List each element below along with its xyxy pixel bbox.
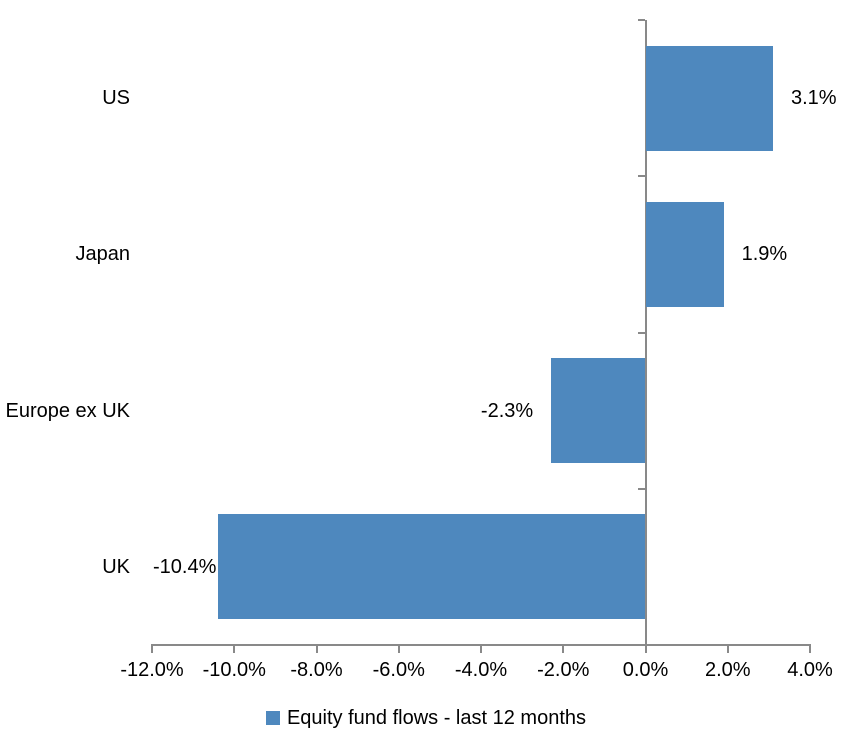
legend: Equity fund flows - last 12 months [0,704,852,732]
legend-swatch [265,711,280,725]
x-tick-label: 4.0% [787,659,833,681]
x-tick-label: -8.0% [290,659,343,681]
x-tick [562,646,565,653]
y-tick [637,175,645,178]
category-label: US [102,87,130,110]
x-tick [397,646,400,653]
category-label: Japan [75,243,131,266]
bar [645,45,773,151]
legend-label: Equity fund flows - last 12 months [286,707,587,729]
bar-value-label: -2.3% [480,399,534,422]
bar [217,514,646,620]
category-label: UK [102,555,130,578]
y-tick [637,331,645,334]
x-tick [315,646,318,653]
x-tick-label: -4.0% [454,659,508,681]
y-axis-line [644,20,647,645]
x-tick [809,646,811,653]
x-tick [151,646,153,653]
bar-value-label: 1.9% [741,243,788,266]
x-tick-label: -6.0% [372,659,425,681]
y-tick [637,487,645,490]
bar-value-label: 3.1% [790,87,837,110]
x-tick-label: 2.0% [704,659,751,681]
x-tick-label: -12.0% [120,659,184,681]
x-tick-label: 0.0% [622,659,669,681]
bar [645,201,724,307]
bar [550,358,646,464]
x-tick-label: -2.0% [537,659,590,681]
x-tick-label: -10.0% [202,659,266,681]
x-tick [644,646,647,653]
x-tick [480,646,482,653]
x-tick [233,646,236,653]
y-tick [637,19,645,21]
category-label: Europe ex UK [5,399,130,422]
x-axis-line [151,644,811,646]
x-tick [726,646,729,653]
bar-value-label: -10.4% [153,555,217,578]
